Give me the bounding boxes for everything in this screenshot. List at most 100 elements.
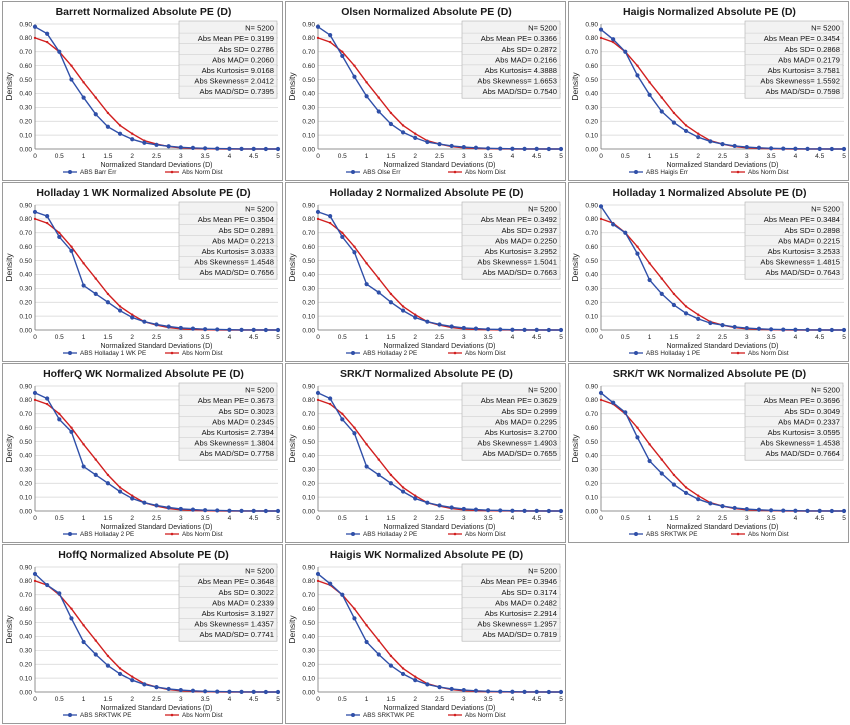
y-tick-label: 0.80	[19, 578, 32, 585]
x-tick-label: 1	[648, 334, 652, 341]
empirical-point	[340, 234, 345, 240]
stats-line: N= 5200	[245, 567, 274, 576]
stats-line: Abs MAD/SD= 0.7758	[200, 449, 275, 458]
legend-label: ABS Holladay 1 WK PE	[80, 350, 146, 357]
x-tick-label: 2	[130, 696, 134, 703]
x-tick-label: 2	[413, 515, 417, 522]
x-axis-label: Normalized Standard Deviations (D)	[666, 162, 778, 169]
empirical-point	[781, 146, 786, 151]
empirical-point	[275, 327, 281, 333]
normal-point	[341, 231, 344, 234]
empirical-point	[203, 327, 208, 332]
empirical-point	[461, 687, 466, 693]
empirical-point	[769, 146, 774, 151]
y-tick-label: 0.70	[19, 49, 32, 56]
empirical-point	[275, 508, 281, 514]
normal-point	[389, 111, 393, 115]
chart-svg: Olsen Normalized Absolute PE (D) 0.00 0.10…	[287, 6, 563, 176]
stats-line: Abs Mean PE= 0.3696	[764, 396, 840, 405]
stats-line: N= 5200	[811, 386, 840, 395]
x-tick-label: 2	[413, 153, 417, 160]
x-tick-label: 3	[745, 153, 749, 160]
y-tick-label: 0.80	[302, 578, 315, 585]
y-tick-label: 0.60	[585, 425, 598, 432]
stats-box	[744, 201, 844, 280]
empirical-point	[841, 508, 847, 514]
legend-marker	[170, 351, 174, 355]
chart-title: Haigis WK Normalized Absolute PE (D)	[330, 549, 523, 561]
empirical-point	[142, 500, 147, 505]
empirical-point	[437, 142, 442, 147]
stats-line: Abs MAD/SD= 0.7741	[200, 630, 275, 639]
normal-point	[672, 111, 676, 115]
y-tick-label: 0.40	[585, 272, 598, 279]
normal-point	[316, 398, 320, 402]
legend-label: ABS Holladay 2 PE	[80, 531, 134, 538]
legend-label: ABS Holladay 2 PE	[363, 350, 417, 357]
y-tick-label: 0.40	[585, 453, 598, 460]
y-tick-label: 0.70	[585, 411, 598, 418]
y-axis-label: Density	[287, 434, 297, 463]
stats-line: Abs Mean PE= 0.3366	[481, 34, 557, 43]
empirical-point	[635, 73, 640, 78]
empirical-point	[263, 689, 268, 695]
y-tick-label: 0.30	[19, 105, 32, 112]
empirical-point	[105, 300, 110, 305]
normal-point	[672, 292, 676, 296]
y-tick-label: 0.30	[585, 105, 598, 112]
stats-box	[178, 563, 278, 642]
empirical-point	[683, 490, 689, 496]
x-tick-label: 2.5	[435, 696, 444, 703]
empirical-point	[45, 582, 50, 588]
chart-title: SRK/T Normalized Absolute PE (D)	[340, 368, 513, 380]
stats-line: Abs Skewness= 1.3804	[194, 439, 274, 448]
normal-point	[94, 277, 97, 280]
stats-line: Abs MAD= 0.2345	[212, 417, 274, 426]
y-tick-label: 0.70	[302, 592, 315, 599]
stats-line: Abs SD= 0.3022	[218, 588, 274, 597]
y-tick-label: 0.60	[302, 606, 315, 613]
stats-line: Abs Mean PE= 0.3504	[198, 215, 274, 224]
empirical-point	[781, 327, 786, 332]
normal-point	[118, 486, 122, 489]
x-tick-label: 3.5	[201, 153, 210, 160]
normal-point	[353, 426, 356, 429]
x-tick-label: 3.5	[201, 515, 210, 522]
empirical-point	[659, 471, 664, 476]
stats-box	[178, 201, 278, 280]
legend-label: Abs Norm Dist	[465, 350, 506, 357]
x-tick-label: 5	[842, 153, 846, 160]
empirical-point	[105, 481, 110, 486]
y-axis-label: Density	[4, 615, 14, 644]
stats-line: Abs MAD= 0.2339	[212, 598, 274, 607]
x-tick-label: 1.5	[103, 515, 112, 522]
normal-point	[118, 124, 122, 127]
y-tick-label: 0.70	[585, 230, 598, 237]
y-tick-label: 0.40	[19, 634, 32, 641]
x-tick-label: 1	[82, 334, 86, 341]
legend-marker	[170, 170, 174, 174]
x-tick-label: 4	[511, 696, 515, 703]
x-tick-label: 0.5	[55, 334, 64, 341]
legend-marker	[351, 351, 355, 355]
empirical-point	[251, 146, 256, 151]
empirical-point	[793, 146, 798, 151]
stats-line: Abs Skewness= 2.0412	[194, 77, 274, 86]
stats-box	[178, 20, 278, 99]
stats-line: Abs Skewness= 1.4538	[760, 439, 840, 448]
x-tick-label: 3.5	[484, 515, 493, 522]
empirical-point	[647, 458, 652, 464]
x-tick-label: 4	[228, 153, 232, 160]
empirical-point	[769, 508, 774, 513]
y-tick-label: 0.90	[585, 21, 598, 28]
stats-line: Abs MAD= 0.2213	[212, 236, 274, 245]
normal-point	[316, 579, 320, 583]
empirical-point	[708, 320, 713, 326]
y-tick-label: 0.30	[19, 648, 32, 655]
x-axis-label: Normalized Standard Deviations (D)	[383, 162, 495, 169]
normal-point	[45, 221, 49, 225]
empirical-point	[376, 109, 381, 114]
x-tick-label: 5	[559, 334, 563, 341]
empirical-point	[57, 591, 62, 596]
legend-label: Abs Norm Dist	[465, 169, 506, 176]
